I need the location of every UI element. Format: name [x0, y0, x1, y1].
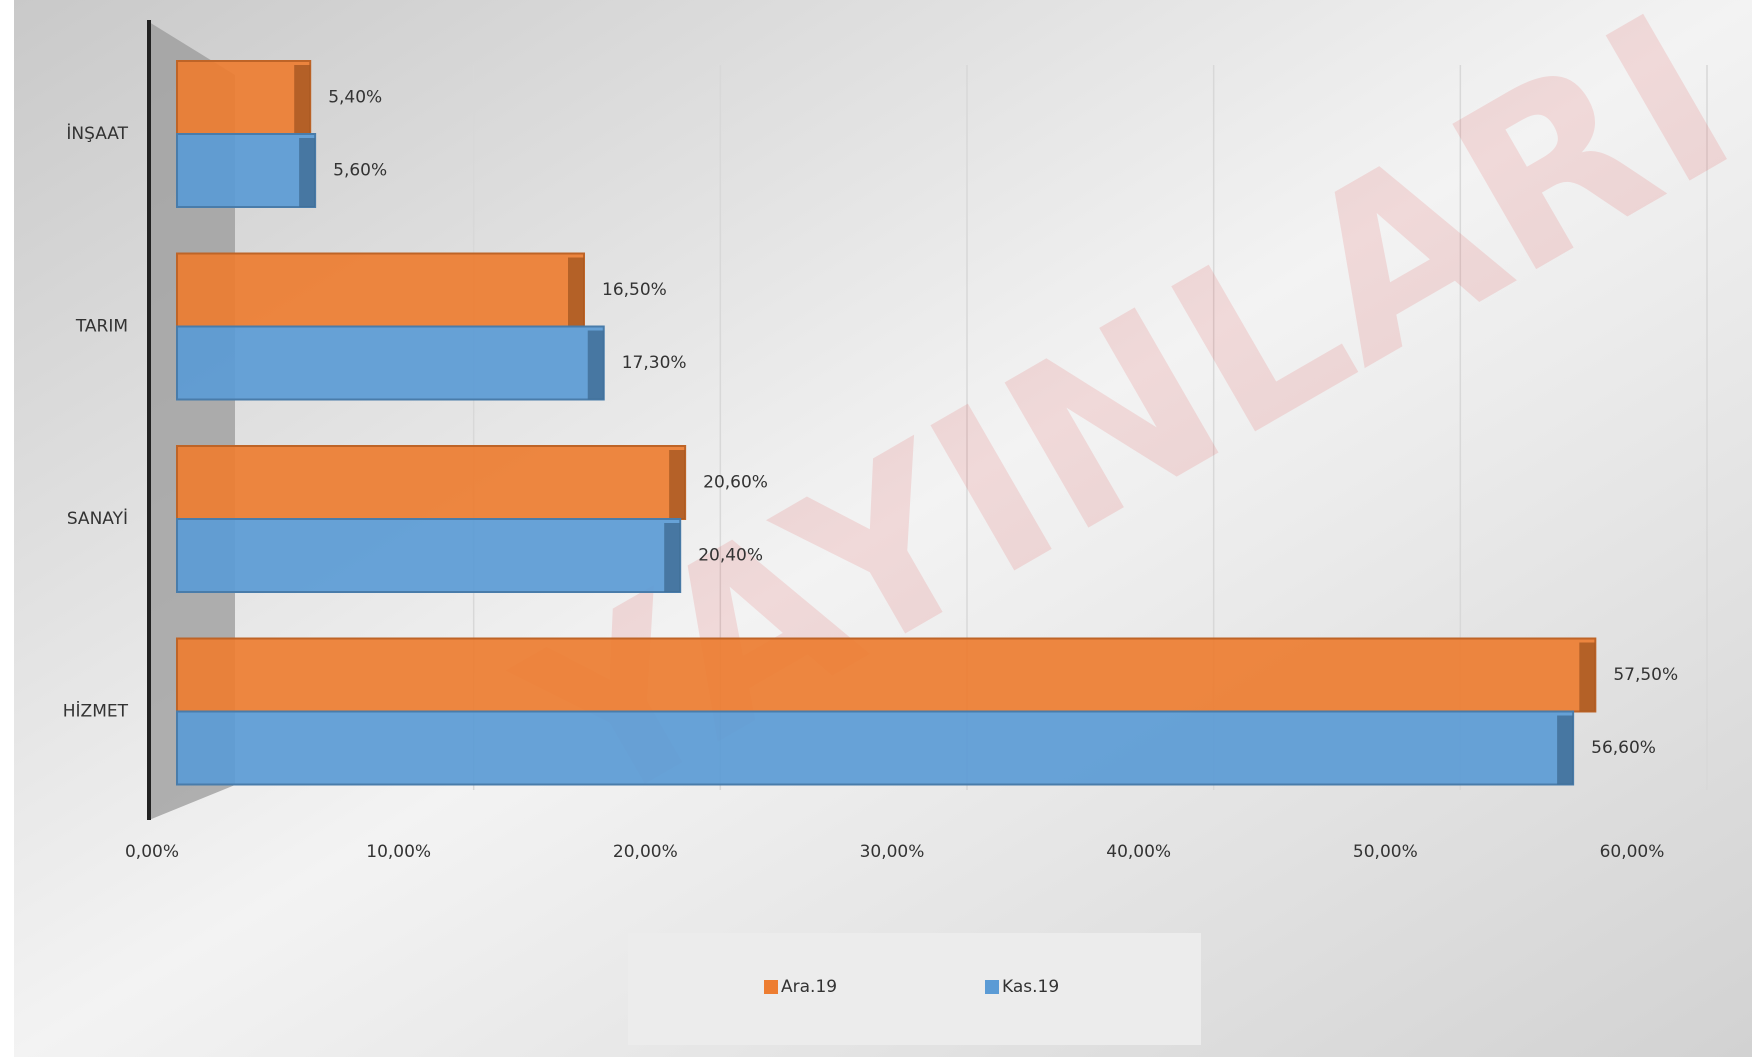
bar-end-face: [294, 65, 311, 134]
x-tick-label: 40,00%: [1106, 842, 1171, 862]
bar: [176, 710, 1575, 786]
x-tick-label: 20,00%: [613, 842, 678, 862]
data-label: 5,60%: [333, 161, 387, 181]
bar-end-face: [664, 523, 681, 592]
legend-swatch: [764, 980, 778, 994]
bar: [176, 325, 605, 401]
bar-end-face: [587, 330, 604, 400]
data-label: 56,60%: [1591, 738, 1656, 758]
legend-swatch: [985, 980, 999, 994]
bar-end-face: [1557, 715, 1574, 785]
bar-end-face: [1579, 642, 1596, 712]
y-tick-label: İNŞAAT: [66, 123, 128, 144]
data-label: 5,40%: [328, 88, 382, 108]
legend-label: Kas.19: [1002, 977, 1059, 997]
data-label: 20,40%: [698, 546, 763, 566]
x-tick-label: 30,00%: [860, 842, 925, 862]
data-label: 57,50%: [1613, 665, 1678, 685]
bar: [176, 252, 585, 328]
bar: [176, 637, 1597, 713]
y-tick-label: SANAYİ: [67, 508, 128, 529]
bar: [176, 445, 687, 520]
y-tick-label: HİZMET: [63, 701, 129, 722]
x-tick-label: 0,00%: [125, 842, 179, 862]
x-tick-label: 60,00%: [1600, 842, 1665, 862]
data-label: 17,30%: [622, 353, 687, 373]
side-wall: [149, 22, 235, 820]
y-tick-label: TARIM: [75, 317, 128, 337]
x-tick-label: 10,00%: [366, 842, 431, 862]
x-tick-label: 50,00%: [1353, 842, 1418, 862]
data-label: 16,50%: [602, 280, 667, 300]
legend-box: [628, 933, 1201, 1045]
data-label: 20,60%: [703, 473, 768, 493]
bar: [176, 60, 312, 135]
bar-end-face: [299, 138, 316, 207]
bar: [176, 133, 317, 208]
bar-end-face: [568, 257, 584, 327]
bar: [176, 518, 682, 593]
bar-end-face: [669, 450, 686, 519]
legend-label: Ara.19: [781, 977, 837, 997]
